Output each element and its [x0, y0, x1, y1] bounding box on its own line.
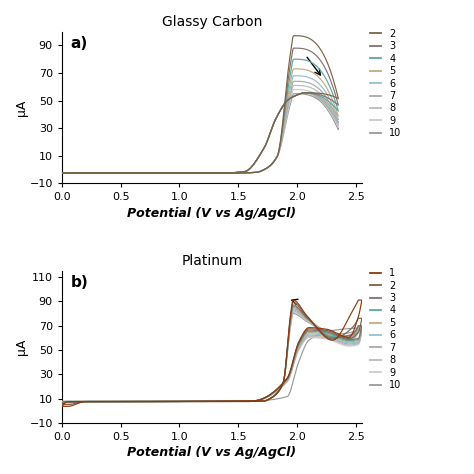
- Y-axis label: μA: μA: [15, 100, 28, 116]
- Legend: 1, 2, 3, 4, 5, 6, 7, 8, 9, 10: 1, 2, 3, 4, 5, 6, 7, 8, 9, 10: [370, 268, 401, 390]
- Y-axis label: μA: μA: [15, 339, 28, 355]
- Text: a): a): [71, 36, 88, 51]
- Title: Glassy Carbon: Glassy Carbon: [162, 15, 262, 29]
- Legend: 2, 3, 4, 5, 6, 7, 8, 9, 10: 2, 3, 4, 5, 6, 7, 8, 9, 10: [370, 29, 401, 138]
- X-axis label: Potential (V vs Ag/AgCl): Potential (V vs Ag/AgCl): [128, 446, 296, 459]
- Title: Platinum: Platinum: [181, 255, 243, 268]
- Text: b): b): [71, 275, 89, 291]
- X-axis label: Potential (V vs Ag/AgCl): Potential (V vs Ag/AgCl): [128, 207, 296, 219]
